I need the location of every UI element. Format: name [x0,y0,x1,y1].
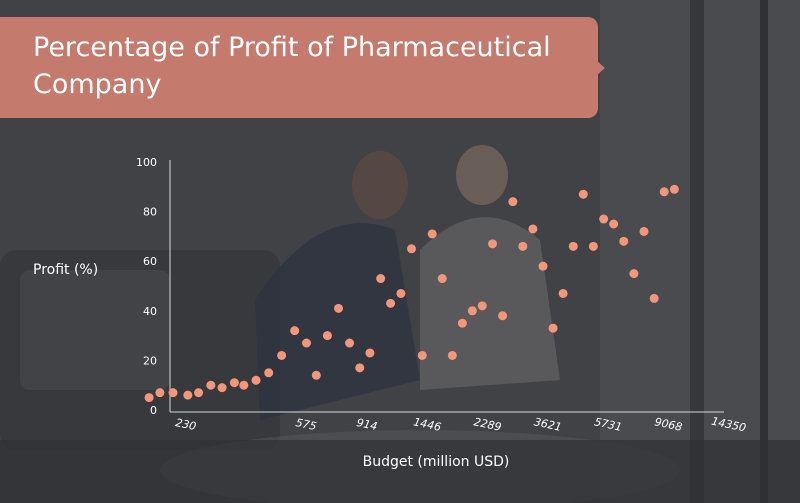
data-point [217,383,227,393]
data-point [568,241,578,251]
y-tick-label: 60 [143,255,157,268]
x-tick-label: 14350 [710,415,747,435]
x-tick-label: 914 [355,416,378,433]
data-point [290,326,300,336]
y-tick-label: 100 [136,156,157,169]
data-point [376,274,386,284]
data-point [437,274,447,284]
y-tick-label: 40 [143,305,157,318]
data-point [609,219,619,229]
y-tick-labels: 0 20 40 60 80 100 [136,156,157,417]
y-tick-label: 0 [150,404,157,417]
data-point [649,293,659,303]
data-point [629,269,639,279]
data-point [407,244,417,254]
y-axis-label: Profit (%) [33,262,98,278]
data-point [558,288,568,298]
title-banner [0,17,598,118]
data-point [498,311,508,321]
data-point [144,393,154,403]
data-point [229,378,239,388]
x-tick-label: 3621 [533,415,563,434]
data-point [386,298,396,308]
data-point [578,189,588,199]
data-point [619,236,629,246]
data-point [206,380,216,390]
x-tick-label: 9068 [653,415,683,434]
data-point [322,331,332,341]
data-point [277,350,287,360]
data-point [396,288,406,298]
data-point [477,301,487,311]
data-point [599,214,609,224]
y-tick-label: 20 [143,354,157,367]
x-tick-labels: 230 575 914 1446 2289 3621 5731 9068 14350 [174,415,747,435]
data-point [355,363,365,373]
x-tick-label: 5731 [593,415,623,434]
data-point [183,390,193,400]
data-point [239,380,249,390]
data-point [345,338,355,348]
data-point [669,184,679,194]
title-banner-pointer [596,60,605,76]
data-point [194,388,204,398]
data-points [144,184,679,403]
data-point [365,348,375,358]
data-point [488,239,498,249]
x-axis-label: Budget (million USD) [363,454,510,470]
x-tick-label: 2289 [473,415,503,434]
data-point [155,388,165,398]
data-point [311,370,321,380]
data-point [334,303,344,313]
data-point [251,375,261,385]
y-tick-label: 80 [143,206,157,219]
data-point [588,241,598,251]
x-tick-label: 575 [294,416,317,433]
data-point [457,318,467,328]
data-point [639,226,649,236]
data-point [659,187,669,197]
data-point [467,306,477,316]
data-point [447,350,457,360]
data-point [538,261,548,271]
chart-title: Percentage of Profit of Pharmaceutical C… [33,32,551,100]
x-tick-label: 1446 [412,415,442,434]
data-point [264,368,274,378]
x-tick-label: 230 [174,416,197,433]
data-point [548,323,558,333]
data-point [427,229,437,239]
data-point [518,241,528,251]
data-point [508,197,518,207]
data-point [417,350,427,360]
data-point [168,388,178,398]
data-point [302,338,312,348]
data-point [528,224,538,234]
